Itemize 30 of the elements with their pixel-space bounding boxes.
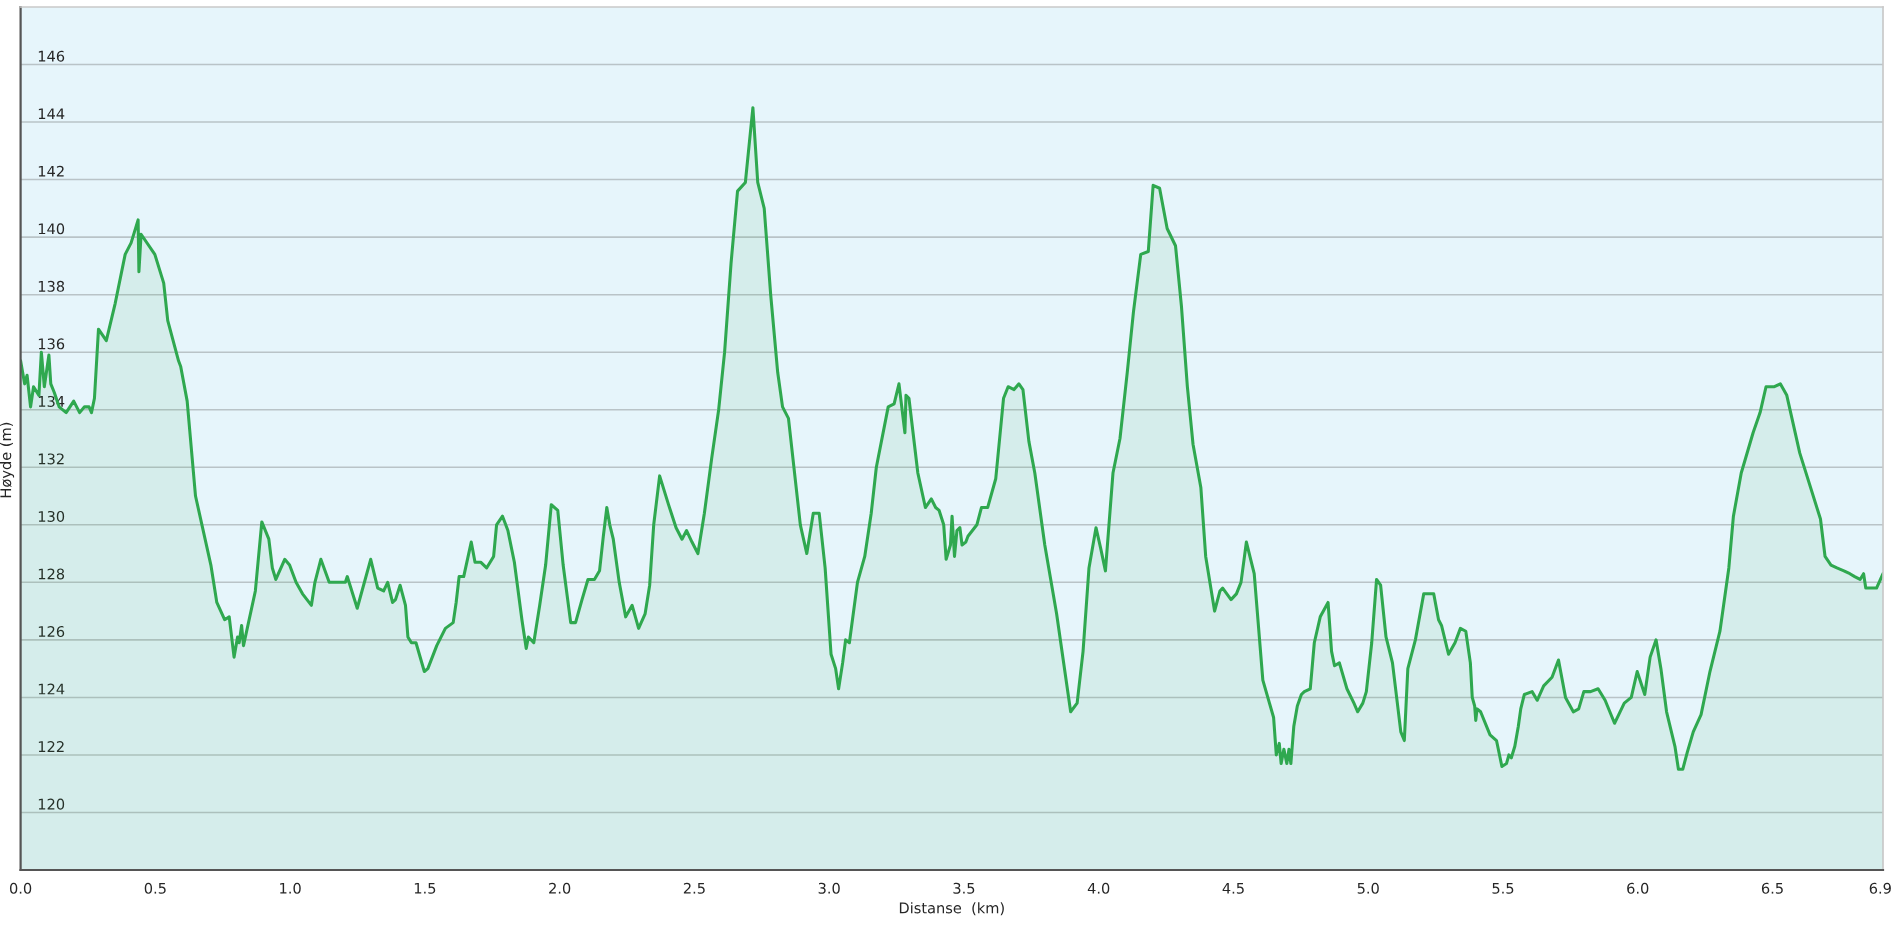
y-tick-label: 122 xyxy=(38,741,64,752)
y-tick-label: 124 xyxy=(38,683,65,695)
y-tick-label: 144 xyxy=(38,108,65,120)
y-tick-label: 128 xyxy=(38,568,65,580)
y-tick-label: 136 xyxy=(38,338,65,350)
y-tick-label: 126 xyxy=(38,626,65,638)
x-tick-label: 3.5 xyxy=(953,882,975,894)
y-axis-title: Høyde (m) xyxy=(0,422,15,498)
x-tick-label: 4.0 xyxy=(1087,882,1110,894)
x-tick-label: 2.0 xyxy=(549,882,571,894)
y-tick-label: 146 xyxy=(38,50,65,62)
x-tick-label: 6.0 xyxy=(1627,882,1649,894)
x-axis-title: Distanse (km) xyxy=(899,902,1004,916)
y-tick-label: 120 xyxy=(38,798,65,810)
x-tick-label: 0.5 xyxy=(144,882,166,894)
y-tick-label: 140 xyxy=(38,223,65,235)
x-tick-label: 0.0 xyxy=(9,882,32,894)
x-tick-label: 6.5 xyxy=(1761,882,1783,894)
x-tick-label: 1.0 xyxy=(280,882,301,894)
x-tick-label: 3.0 xyxy=(818,882,840,894)
x-tick-label: 5.5 xyxy=(1492,882,1514,894)
x-tick-label: 2.5 xyxy=(683,882,705,894)
y-tick-label: 142 xyxy=(38,165,64,177)
x-tick-label: 4.5 xyxy=(1222,882,1244,894)
x-tick-label: 5.0 xyxy=(1357,882,1379,894)
x-tick-label: 1.5 xyxy=(414,882,436,894)
y-tick-label: 132 xyxy=(38,453,64,465)
x-tick-label: 6.9 xyxy=(1869,882,1891,894)
y-tick-label: 138 xyxy=(38,280,65,292)
y-tick-label: 130 xyxy=(38,510,65,522)
